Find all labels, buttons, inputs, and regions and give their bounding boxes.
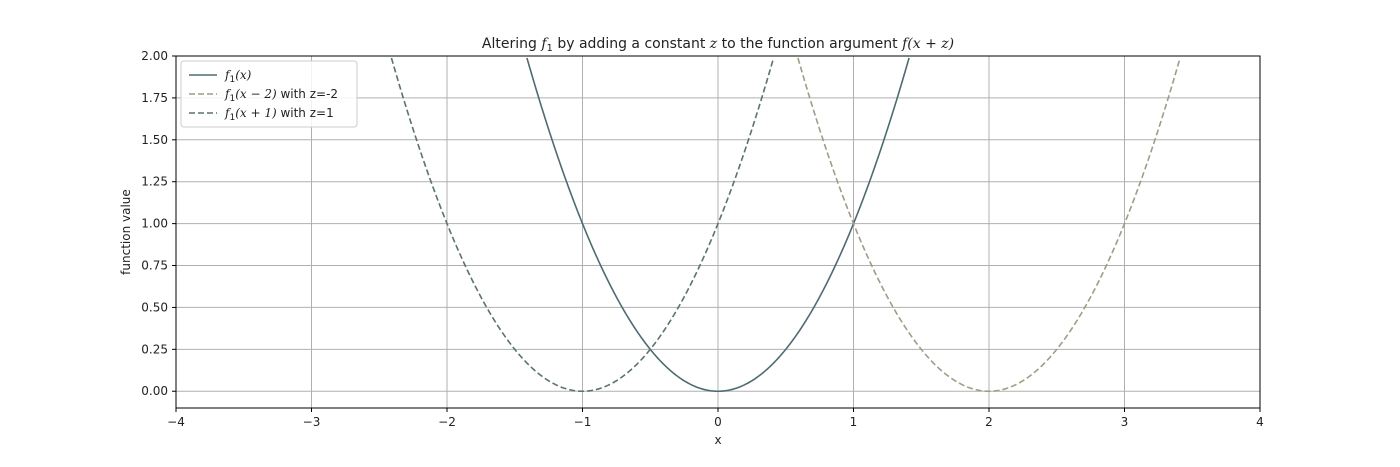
x-tick-label: 2	[985, 415, 993, 429]
title-f: f	[540, 36, 549, 52]
legend-label-f1: f1(x)	[224, 68, 252, 85]
y-tick-label: 0.00	[141, 384, 168, 398]
series-curves	[390, 57, 1181, 393]
y-tick-label: 1.00	[141, 217, 168, 231]
legend-entry-f1-shift-plus1: f1(x + 1) with z=1	[189, 106, 334, 123]
chart-title: Altering f1 by adding a constant z to th…	[482, 36, 954, 54]
y-tick-label: 1.25	[141, 175, 168, 189]
legend-entry-f1: f1(x)	[189, 68, 252, 85]
series-line-0	[526, 57, 910, 393]
title-prefix: Altering	[482, 36, 541, 52]
series-line-1	[797, 57, 1181, 393]
y-axis-label: function value	[119, 189, 133, 275]
y-tick-label: 0.25	[141, 342, 168, 356]
title-middle: by adding a constant	[553, 36, 710, 52]
y-tick-label: 2.00	[141, 49, 168, 63]
x-tick-label: 0	[714, 415, 722, 429]
series-line-2	[390, 57, 775, 393]
y-tick-label: 0.75	[141, 259, 168, 273]
x-tick-label: −2	[438, 415, 456, 429]
title-expr: f(x + z)	[901, 36, 954, 52]
x-tick-label: −3	[303, 415, 321, 429]
title-z: z	[709, 36, 718, 52]
y-tick-label: 1.75	[141, 91, 168, 105]
legend-label-f1-shift-plus1: f1(x + 1) with z=1	[224, 106, 334, 123]
y-axis-ticks: 0.00 0.25 0.50 0.75 1.00 1.25 1.50 1.75 2.00	[141, 49, 176, 398]
x-axis-label: x	[714, 433, 721, 447]
title-sub: 1	[547, 43, 553, 54]
y-tick-label: 0.50	[141, 300, 168, 314]
x-tick-label: −1	[574, 415, 592, 429]
y-tick-label: 1.50	[141, 133, 168, 147]
x-tick-label: 1	[850, 415, 858, 429]
legend: f1(x) f1(x − 2) with z=-2 f1(x + 1) with…	[180, 60, 358, 128]
title-to: to the function argument	[717, 36, 902, 52]
x-tick-label: −4	[167, 415, 185, 429]
legend-label-f1-shift-minus2: f1(x − 2) with z=-2	[224, 87, 338, 104]
legend-box	[180, 60, 358, 128]
legend-entry-f1-shift-minus2: f1(x − 2) with z=-2	[189, 87, 338, 104]
x-tick-label: 4	[1256, 415, 1264, 429]
x-tick-label: 3	[1121, 415, 1129, 429]
x-axis-ticks: −4 −3 −2 −1 0 1 2 3 4	[167, 408, 1264, 429]
